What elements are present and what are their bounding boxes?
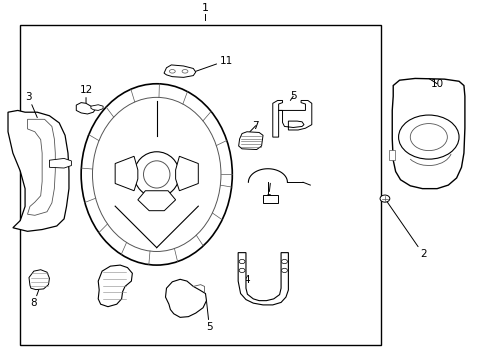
Polygon shape: [391, 78, 464, 189]
Circle shape: [239, 268, 244, 273]
Circle shape: [379, 195, 389, 202]
Polygon shape: [98, 265, 132, 307]
Polygon shape: [91, 105, 103, 111]
Text: 5: 5: [205, 301, 212, 332]
Text: 6: 6: [108, 269, 125, 301]
Ellipse shape: [143, 161, 170, 188]
Text: 2: 2: [384, 199, 426, 260]
Text: 9: 9: [264, 183, 271, 204]
Ellipse shape: [134, 152, 179, 197]
Text: 11: 11: [195, 56, 232, 71]
Bar: [388, 149, 394, 160]
Text: 7: 7: [249, 121, 259, 132]
Polygon shape: [49, 158, 71, 168]
Polygon shape: [115, 156, 138, 191]
Polygon shape: [238, 132, 263, 149]
Text: 4: 4: [240, 274, 250, 285]
Ellipse shape: [169, 69, 175, 73]
Polygon shape: [165, 279, 206, 318]
Polygon shape: [238, 253, 288, 305]
Polygon shape: [175, 156, 198, 191]
Text: 1: 1: [202, 3, 208, 13]
Polygon shape: [272, 100, 311, 137]
Text: 10: 10: [428, 78, 443, 89]
Polygon shape: [138, 191, 175, 211]
Ellipse shape: [182, 69, 187, 73]
Circle shape: [239, 260, 244, 264]
Text: 12: 12: [79, 85, 92, 103]
Ellipse shape: [92, 97, 221, 252]
Polygon shape: [76, 103, 96, 114]
Polygon shape: [29, 270, 49, 289]
Polygon shape: [27, 119, 55, 215]
Circle shape: [281, 260, 287, 264]
Polygon shape: [8, 111, 69, 231]
Bar: [20, 25, 380, 345]
Circle shape: [281, 268, 287, 273]
Circle shape: [409, 123, 447, 150]
Ellipse shape: [81, 84, 232, 265]
Text: 5: 5: [289, 91, 296, 101]
Polygon shape: [163, 65, 195, 77]
Text: 3: 3: [25, 92, 37, 117]
Circle shape: [398, 115, 458, 159]
Bar: [263, 195, 277, 203]
Text: 8: 8: [30, 290, 39, 309]
